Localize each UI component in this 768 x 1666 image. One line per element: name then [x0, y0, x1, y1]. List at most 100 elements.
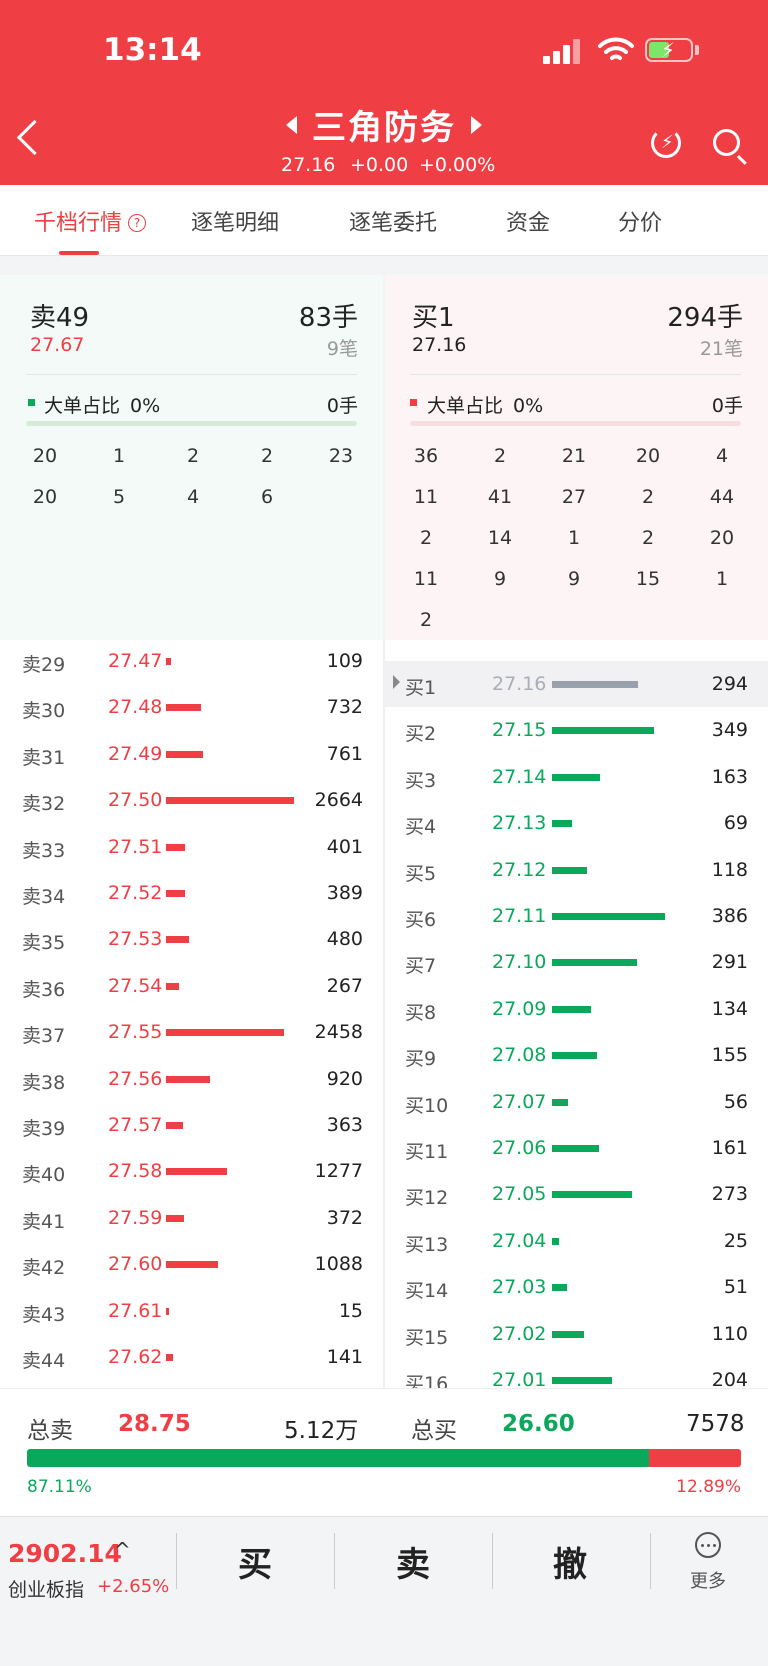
level-volume: 51	[723, 1276, 748, 1299]
level-volume: 761	[326, 742, 363, 765]
volume-bar	[166, 890, 185, 897]
prev-stock-icon[interactable]	[286, 116, 297, 134]
queue-order-size: 21	[561, 445, 587, 467]
tab-price-dist[interactable]: 分价	[618, 211, 663, 236]
ask-row[interactable]: 卖33 27.51 401	[0, 824, 383, 870]
ask-row[interactable]: 卖43 27.61 15	[0, 1288, 383, 1334]
bid-row[interactable]: 买15 27.02 110	[385, 1311, 768, 1357]
level-label: 卖31	[22, 746, 66, 769]
status-time: 13:14	[103, 32, 202, 68]
tab-depth[interactable]: 千档行情?	[34, 205, 147, 237]
queue-order-size: 20	[32, 486, 58, 508]
buy-big-volume: 0手	[711, 395, 743, 417]
help-icon[interactable]: ?	[128, 214, 147, 232]
bid-row[interactable]: 买12 27.05 273	[385, 1171, 768, 1217]
level-volume: 25	[723, 1229, 748, 1252]
order-book[interactable]: 卖29 27.47 109 卖30 27.48 732 卖31 27.49 761 卖32 27.5…	[0, 640, 768, 1388]
bid-row[interactable]: 买14 27.03 51	[385, 1264, 768, 1310]
level-price: 27.03	[492, 1276, 547, 1299]
bid-row[interactable]: 买4 27.13 69	[385, 800, 768, 846]
level-volume: 110	[711, 1322, 748, 1345]
divider	[492, 1533, 493, 1589]
ask-row[interactable]: 卖44 27.62 141	[0, 1334, 383, 1380]
tab-funds[interactable]: 资金	[506, 211, 551, 236]
level-label: 买16	[405, 1373, 449, 1388]
queue-order-size: 27	[561, 486, 587, 508]
refresh-icon[interactable]: ⚡	[651, 128, 681, 158]
tab-tick-orders[interactable]: 逐笔委托	[349, 211, 438, 236]
next-stock-icon[interactable]	[471, 116, 482, 134]
tab-tick-detail[interactable]: 逐笔明细	[191, 211, 280, 236]
level-volume: 267	[326, 974, 363, 997]
bid-row[interactable]: 买8 27.09 134	[385, 986, 768, 1032]
bid-row[interactable]: 买11 27.06 161	[385, 1125, 768, 1171]
level-volume: 273	[711, 1183, 748, 1206]
ask-row[interactable]: 卖31 27.49 761	[0, 731, 383, 777]
volume-bar	[552, 681, 638, 688]
volume-bar	[166, 1075, 210, 1083]
bid-row[interactable]: 买5 27.12 118	[385, 847, 768, 893]
level-label: 卖34	[22, 886, 66, 908]
queue-order-size: 20	[709, 527, 735, 549]
bid-row[interactable]: 买2 27.15 349	[385, 707, 768, 753]
volume-bar	[552, 727, 654, 735]
sell-button[interactable]: 卖	[396, 1545, 430, 1585]
volume-bar	[552, 1145, 599, 1152]
queue-order-size: 41	[487, 486, 513, 508]
volume-bar	[166, 1261, 218, 1269]
search-icon[interactable]	[713, 129, 740, 156]
ask-row[interactable]: 卖30 27.48 732	[0, 684, 383, 730]
level-price: 27.60	[108, 1253, 163, 1276]
buy-level-label: 买1	[412, 303, 455, 333]
bid-row[interactable]: 买1 27.16 294	[385, 661, 768, 707]
sell-ratio-fill	[27, 1449, 649, 1467]
ask-row[interactable]: 卖34 27.52 389	[0, 870, 383, 916]
level-price: 27.47	[108, 650, 163, 672]
level-label: 买4	[405, 816, 437, 839]
level-label: 买12	[405, 1187, 449, 1210]
bid-row[interactable]: 买13 27.04 25	[385, 1218, 768, 1264]
ask-row[interactable]: 卖38 27.56 920	[0, 1056, 383, 1102]
stock-price: 27.16	[281, 154, 336, 176]
level-label: 买10	[405, 1094, 449, 1117]
bid-row[interactable]: 买3 27.14 163	[385, 754, 768, 800]
level-volume: 69	[723, 812, 748, 835]
bid-row[interactable]: 买7 27.10 291	[385, 939, 768, 985]
ask-row[interactable]: 卖36 27.54 267	[0, 963, 383, 1009]
bid-row[interactable]: 买16 27.01 204	[385, 1357, 768, 1388]
bid-row[interactable]: 买10 27.07 56	[385, 1079, 768, 1125]
level-price: 27.13	[492, 812, 547, 835]
volume-bar	[166, 797, 294, 805]
volume-bar	[166, 1354, 173, 1361]
volume-bar	[552, 1377, 612, 1384]
volume-bar	[166, 1122, 183, 1129]
cancel-button[interactable]: 撤	[553, 1545, 587, 1585]
level-volume: 294	[711, 673, 748, 695]
ask-row[interactable]: 卖41 27.59 372	[0, 1195, 383, 1241]
volume-bar	[552, 959, 637, 967]
app-header: 13:14 ⚡ 三角防务 27.16 +0.00 +0.00% ⚡	[0, 0, 768, 185]
bid-row[interactable]: 买9 27.08 155	[385, 1032, 768, 1078]
volume-bar	[552, 1005, 591, 1013]
queue-order-size: 14	[487, 527, 513, 549]
level-volume: 15	[338, 1299, 363, 1322]
ask-row[interactable]: 卖32 27.50 2664	[0, 777, 383, 823]
ask-row[interactable]: 卖29 27.47 109	[0, 640, 383, 684]
ask-row[interactable]: 卖35 27.53 480	[0, 916, 383, 962]
volume-bar	[166, 982, 179, 990]
level-price: 27.09	[492, 997, 547, 1020]
level-label: 卖40	[22, 1164, 66, 1187]
ask-row[interactable]: 卖42 27.60 1088	[0, 1241, 383, 1287]
buy-button[interactable]: 买	[238, 1545, 272, 1585]
level-price: 27.05	[492, 1183, 547, 1206]
bid-row[interactable]: 买6 27.11 386	[385, 893, 768, 939]
ratio-value: 0%	[130, 395, 161, 417]
level-price: 27.07	[492, 1090, 547, 1113]
ask-row[interactable]: 卖39 27.57 363	[0, 1102, 383, 1148]
ask-row[interactable]: 卖37 27.55 2458	[0, 1009, 383, 1055]
ask-row[interactable]: 卖40 27.58 1277	[0, 1148, 383, 1194]
queue-order-size: 23	[328, 445, 354, 467]
sell-level-count: 9笔	[326, 338, 358, 360]
ratio-label: 大单占比	[427, 395, 504, 417]
index-name: 创业板指	[8, 1579, 85, 1601]
